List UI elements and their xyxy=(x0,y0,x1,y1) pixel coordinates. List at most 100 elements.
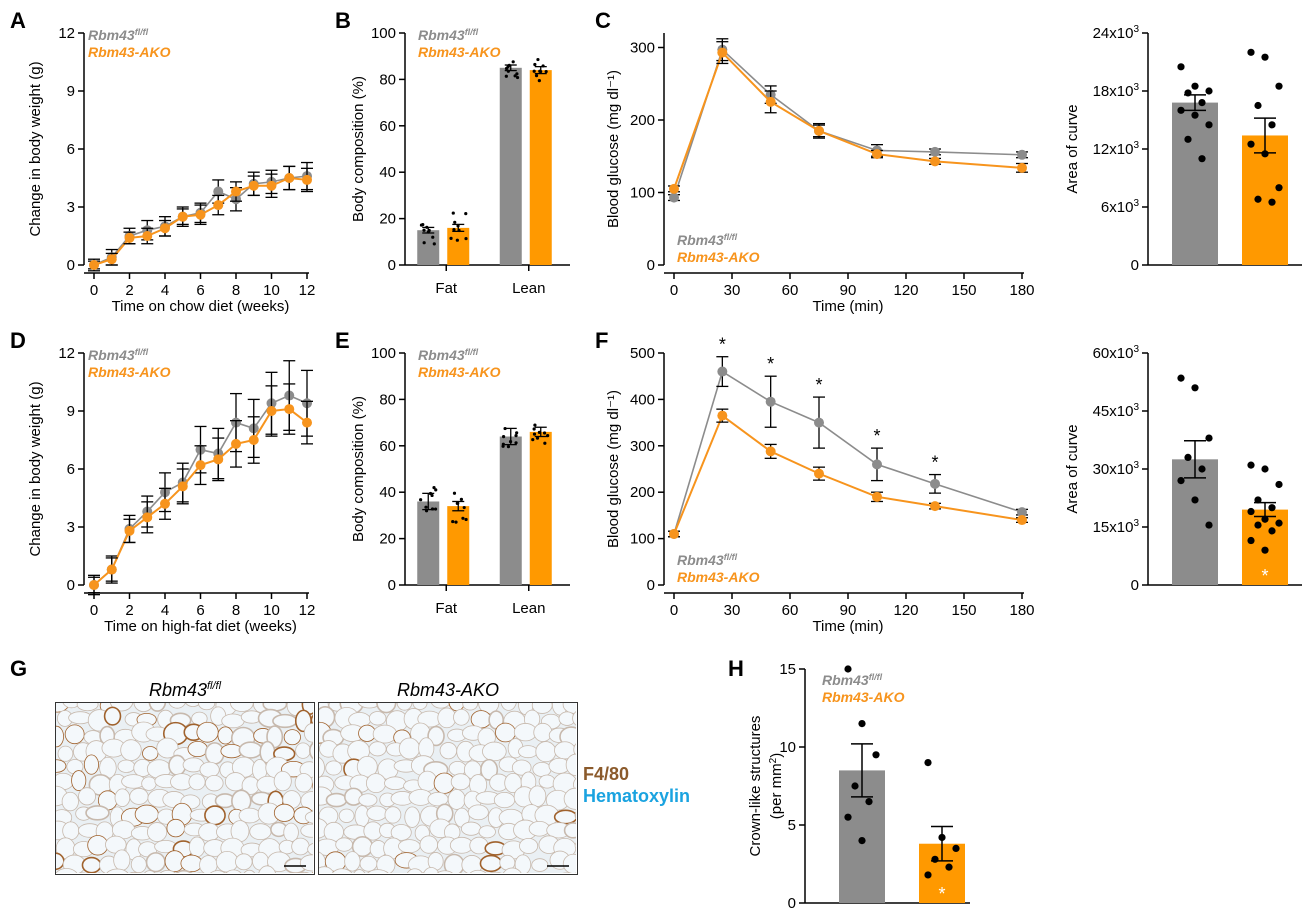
dot-F2-0-5 xyxy=(1177,477,1184,484)
data-point-C-1-2 xyxy=(766,97,776,107)
legend-ko: Rbm43-AKO xyxy=(822,689,905,705)
legend-ctrl: Rbm43fl/fl xyxy=(418,27,479,43)
y-tick-label-F-3: 300 xyxy=(630,438,655,455)
data-point-F-1-3 xyxy=(814,469,824,479)
data-point-F-0-5 xyxy=(930,479,940,489)
stain-label-hematoxylin: Hematoxylin xyxy=(583,786,690,807)
dot-F2-0-6 xyxy=(1191,496,1198,503)
data-point-C-0-6 xyxy=(1017,150,1027,160)
data-point-A-1-12 xyxy=(302,175,312,185)
data-point-A-1-0 xyxy=(89,260,99,270)
y-axis-label-D: Change in body weight (g) xyxy=(27,381,44,556)
y-tick-label-C-0: 0 xyxy=(647,257,655,274)
legend-ctrl: Rbm43fl/fl xyxy=(677,232,738,248)
y-tick-label-C-2: 200 xyxy=(630,112,655,129)
x-tick-label-A-2: 4 xyxy=(161,282,169,299)
x-tick-label-F-0: 0 xyxy=(670,602,678,619)
y-tick-label-C2-1: 6x103 xyxy=(1101,198,1140,216)
y-tick-label-F-5: 500 xyxy=(630,345,655,362)
dot-H-1-0 xyxy=(924,759,931,766)
x-tick-label-D-6: 12 xyxy=(299,602,316,619)
panel-label-g: G xyxy=(10,656,27,682)
dot-E-1-0-4 xyxy=(514,434,517,437)
dot-H-1-3 xyxy=(931,856,938,863)
x-tick-label-A-4: 8 xyxy=(232,282,240,299)
dot-E-1-1-6 xyxy=(543,442,546,445)
bar-B-1-0 xyxy=(500,68,522,265)
dot-E-0-0-7 xyxy=(430,494,433,497)
x-tick-label-D-4: 8 xyxy=(232,602,240,619)
y-tick-label-D-3: 9 xyxy=(67,403,75,420)
y-tick-label-H-0: 0 xyxy=(788,895,796,912)
y-tick-label-B-5: 100 xyxy=(371,25,396,42)
dot-E-1-0-8 xyxy=(507,445,510,448)
dot-H-0-1 xyxy=(858,720,865,727)
data-point-D-1-5 xyxy=(178,481,188,491)
x-tick-label-C-4: 120 xyxy=(893,282,918,299)
y-tick-label-F-2: 200 xyxy=(630,484,655,501)
data-point-C-1-4 xyxy=(872,149,882,159)
series-line-F-1 xyxy=(674,416,1022,534)
panel-label-e: E xyxy=(335,328,350,354)
stain-label-f480: F4/80 xyxy=(583,764,629,785)
y-tick-label-D-0: 0 xyxy=(67,577,75,594)
dot-C2-1-2 xyxy=(1275,83,1282,90)
dot-B-0-0-7 xyxy=(422,229,425,232)
x-axis-label-F: Time (min) xyxy=(812,618,883,635)
x-tick-label-F-1: 30 xyxy=(724,602,741,619)
y-axis-label-E: Body composition (%) xyxy=(350,396,367,542)
legend-ctrl: Rbm43fl/fl xyxy=(822,672,883,688)
dot-B-1-0-7 xyxy=(512,60,515,63)
legend-ctrl: Rbm43fl/fl xyxy=(677,552,738,568)
y-tick-label-D-1: 3 xyxy=(67,519,75,536)
dot-C2-1-1 xyxy=(1261,54,1268,61)
dot-E-1-1-2 xyxy=(531,438,534,441)
x-tick-label-A-5: 10 xyxy=(263,282,280,299)
dot-B-0-1-2 xyxy=(464,212,467,215)
dot-H-1-2 xyxy=(952,845,959,852)
x-tick-label-C-2: 60 xyxy=(782,282,799,299)
significance-star-F-3: * xyxy=(873,426,880,446)
dot-C2-1-8 xyxy=(1254,196,1261,203)
data-point-F-0-4 xyxy=(872,459,882,469)
dot-H-1-5 xyxy=(924,871,931,878)
dot-H-0-3 xyxy=(851,782,858,789)
y-axis-label-C: Blood glucose (mg dl⁻¹) xyxy=(605,70,622,228)
x-axis-label-C: Time (min) xyxy=(812,298,883,315)
x-tick-label-C-1: 30 xyxy=(724,282,741,299)
y-tick-label-E-0: 0 xyxy=(388,577,396,594)
dot-B-1-0-4 xyxy=(515,72,518,75)
panel-label-f: F xyxy=(595,328,608,354)
data-point-C-1-5 xyxy=(930,156,940,166)
x-tick-label-D-1: 2 xyxy=(125,602,133,619)
y-tick-label-C2-0: 0 xyxy=(1131,257,1139,274)
adipocyte-texture xyxy=(319,703,576,873)
dot-H-1-4 xyxy=(945,864,952,871)
dot-E-0-1-2 xyxy=(464,518,467,521)
y-tick-label-F2-1: 15x103 xyxy=(1093,518,1140,536)
data-point-A-1-7 xyxy=(213,200,223,210)
y-tick-label-B-0: 0 xyxy=(388,257,396,274)
bar-E-1-1 xyxy=(530,432,552,585)
legend-ko: Rbm43-AKO xyxy=(418,364,501,380)
bar-E-1-0 xyxy=(500,437,522,585)
dot-F2-1-9 xyxy=(1268,527,1275,534)
data-point-F-1-2 xyxy=(766,446,776,456)
dot-E-1-0-0 xyxy=(515,431,518,434)
histology-image-ako xyxy=(318,702,578,875)
dot-F2-0-4 xyxy=(1198,465,1205,472)
x-tick-label-D-0: 0 xyxy=(90,602,98,619)
panel-label-b: B xyxy=(335,8,351,34)
x-tick-label-D-5: 10 xyxy=(263,602,280,619)
y-tick-label-F-4: 400 xyxy=(630,391,655,408)
dot-C2-1-7 xyxy=(1275,184,1282,191)
y-tick-label-E-5: 100 xyxy=(371,345,396,362)
y-tick-label-C2-3: 18x103 xyxy=(1093,82,1140,100)
dot-E-1-0-3 xyxy=(501,445,504,448)
dot-F2-1-10 xyxy=(1247,537,1254,544)
x-tick-label-A-1: 2 xyxy=(125,282,133,299)
data-point-D-1-11 xyxy=(284,404,294,414)
x-tick-label-E-1: Lean xyxy=(512,600,545,617)
data-point-F-1-6 xyxy=(1017,515,1027,525)
dot-H-0-6 xyxy=(858,837,865,844)
